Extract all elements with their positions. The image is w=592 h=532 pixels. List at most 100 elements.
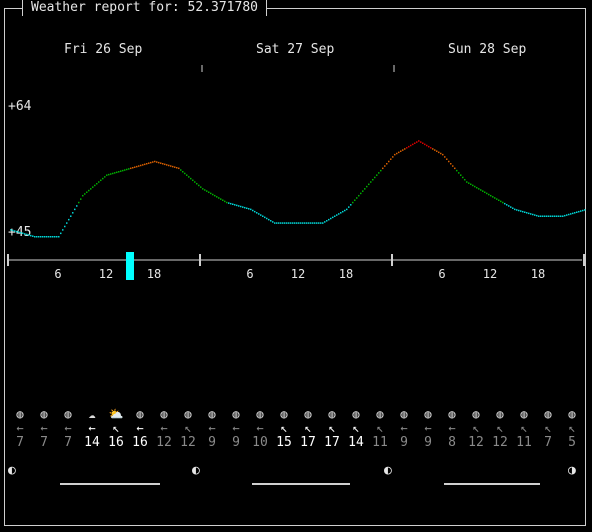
temperature-point: [468, 182, 470, 184]
temperature-point: [228, 202, 230, 204]
temperature-point: [244, 206, 246, 209]
temperature-point: [36, 236, 38, 238]
temperature-point: [414, 142, 416, 144]
temperature-point: [54, 236, 56, 238]
temperature-point: [352, 201, 354, 204]
temperature-point: [168, 164, 170, 167]
moon-phase-fri: ◐: [8, 463, 16, 478]
temperature-point: [584, 209, 586, 211]
temperature-point: [484, 191, 486, 194]
temperature-point: [164, 163, 166, 166]
temperature-point: [576, 211, 578, 213]
temperature-point: [540, 215, 542, 217]
sun-icon: ◍: [472, 407, 480, 421]
temperature-point: [320, 222, 322, 224]
temperature-point: [422, 142, 424, 144]
temperature-point: [534, 214, 536, 216]
temperature-point: [216, 196, 218, 198]
temperature-point: [24, 233, 26, 235]
temperature-point: [84, 193, 86, 195]
temperature-point: [264, 216, 266, 219]
temperature-point: [350, 204, 352, 206]
wind-speed: 7: [16, 435, 24, 450]
temperature-point: [478, 188, 480, 190]
temperature-point: [518, 209, 520, 212]
wind-direction-arrow: ←: [448, 421, 456, 435]
temperature-point: [514, 208, 516, 211]
temperature-point: [282, 222, 284, 224]
temperature-point: [354, 199, 356, 202]
wind-direction-arrow: ↖: [472, 421, 480, 435]
wind-direction-arrow: ↖: [112, 421, 120, 435]
temperature-point: [418, 140, 420, 142]
wind-direction-arrow: ←: [88, 421, 96, 435]
temperature-point: [132, 167, 134, 169]
temperature-point: [564, 214, 566, 217]
temperature-point: [378, 172, 380, 174]
temperature-point: [178, 167, 180, 170]
temperature-point: [50, 236, 52, 238]
temperature-point: [542, 215, 544, 217]
temperature-point: [226, 201, 228, 204]
temperature-point: [154, 160, 156, 163]
temperature-point: [100, 179, 102, 182]
temperature-point: [572, 212, 574, 215]
wind-speed: 14: [348, 435, 364, 450]
temperature-point: [222, 199, 224, 202]
moon-icon: ◍: [448, 407, 456, 421]
temperature-point: [186, 174, 188, 176]
wind-speed: 7: [40, 435, 48, 450]
temperature-point: [374, 176, 376, 179]
temperature-point: [462, 176, 464, 179]
temperature-point: [410, 144, 412, 147]
wind-speed: 16: [108, 435, 124, 450]
temperature-point: [58, 236, 60, 238]
temperature-point: [250, 208, 252, 211]
temperature-point: [160, 162, 162, 164]
temperature-point: [286, 222, 288, 224]
temperature-point: [144, 163, 146, 166]
temperature-point: [126, 168, 128, 171]
temperature-point: [22, 232, 24, 235]
temperature-point: [14, 230, 16, 232]
wind-direction-arrow: ↖: [304, 421, 312, 435]
temperature-point: [274, 222, 276, 224]
temperature-point: [26, 233, 28, 236]
wind-speed: 9: [424, 435, 432, 450]
day-label-sun: Sun 28 Sep: [448, 42, 527, 57]
temperature-point: [72, 212, 74, 214]
temperature-point: [220, 198, 222, 200]
wind-speed: 15: [276, 435, 292, 450]
temperature-point: [214, 194, 216, 197]
temperature-point: [52, 236, 54, 238]
temperature-point: [332, 216, 334, 219]
temperature-point: [472, 184, 474, 187]
temperature-point: [242, 206, 244, 208]
temperature-point: [382, 167, 384, 170]
temperature-point: [538, 215, 540, 217]
temperature-point: [106, 174, 108, 176]
temperature-point: [506, 204, 508, 206]
temperature-point: [208, 191, 210, 194]
now-marker: [126, 252, 134, 280]
temperature-point: [580, 210, 582, 212]
temperature-point: [212, 193, 214, 196]
temperature-point: [504, 202, 506, 205]
wind-direction-arrow: ↖: [280, 421, 288, 435]
temperature-point: [136, 165, 138, 168]
temperature-point: [74, 208, 76, 211]
wind-speed: 12: [180, 435, 196, 450]
temperature-point: [292, 222, 294, 224]
wind-direction-arrow: ←: [136, 421, 144, 435]
sun-icon: ◍: [280, 407, 288, 421]
temperature-point: [358, 194, 360, 197]
temperature-point: [166, 164, 168, 166]
wind-direction-arrow: ↖: [352, 421, 360, 435]
temperature-point: [60, 232, 62, 235]
temperature-point: [362, 190, 364, 192]
temperature-point: [114, 172, 116, 174]
temperature-point: [326, 220, 328, 222]
temperature-point: [308, 222, 310, 224]
temperature-point: [406, 147, 408, 149]
temperature-point: [262, 215, 264, 217]
